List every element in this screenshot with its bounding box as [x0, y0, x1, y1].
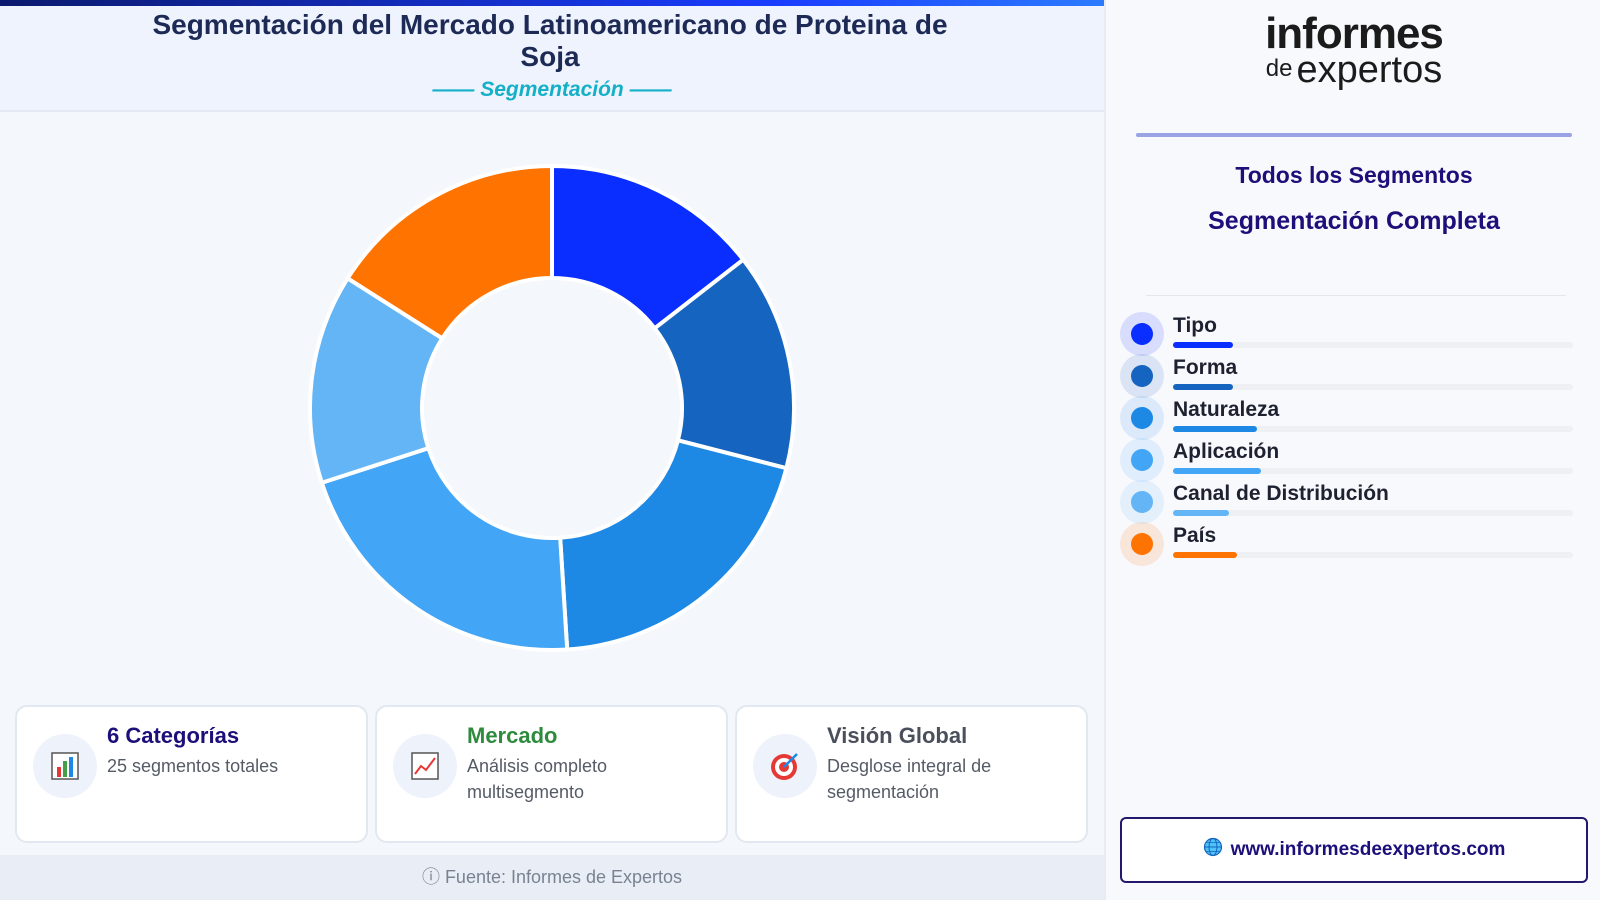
legend-item: País — [1120, 522, 1590, 566]
donut-slice-forma — [651, 256, 796, 471]
legend-halo — [1120, 438, 1164, 482]
legend-item: Naturaleza — [1120, 396, 1590, 440]
logo-line2-wrap: de expertos — [1106, 50, 1600, 89]
donut-slice-tipo — [550, 163, 747, 332]
legend-color-dot — [1131, 533, 1153, 555]
legend-halo — [1120, 312, 1164, 356]
page-title: Segmentación del Mercado Latinoamericano… — [152, 9, 948, 72]
website-link[interactable]: www.informesdeexpertos.com — [1120, 817, 1588, 883]
legend-halo — [1120, 354, 1164, 398]
card-title: Visión Global — [827, 723, 968, 748]
legend-color-dot — [1131, 365, 1153, 387]
legend-item: Forma — [1120, 354, 1590, 398]
divider-thin — [1146, 295, 1566, 296]
legend-bar-fill — [1173, 552, 1237, 558]
top-accent-bar — [0, 0, 1104, 6]
legend-bar-fill — [1173, 384, 1233, 390]
legend-bar-track — [1173, 426, 1573, 432]
legend-bar-fill — [1173, 342, 1233, 348]
legend-halo — [1120, 480, 1164, 524]
legend-halo — [1120, 522, 1164, 566]
legend-halo — [1120, 396, 1164, 440]
card-categories: 6 Categorías 25 segmentos totales — [15, 705, 368, 843]
legend-item: Tipo — [1120, 312, 1590, 356]
logo-de: de — [1265, 55, 1293, 82]
summary-cards: 6 Categorías 25 segmentos totales Mercad… — [15, 705, 1089, 843]
card-global-view: Visión Global Desglose integral de segme… — [735, 705, 1088, 843]
card-text: 25 segmentos totales — [107, 756, 279, 776]
legend-bar-track — [1173, 552, 1573, 558]
legend-color-dot — [1131, 323, 1153, 345]
card-title: 6 Categorías — [107, 723, 240, 748]
legend-bar-fill — [1173, 510, 1229, 516]
page-subtitle: —— Segmentación —— — [432, 78, 672, 101]
card-market: Mercado Análisis completo multisegmento — [375, 705, 728, 843]
legend-item: Canal de Distribución — [1120, 480, 1590, 524]
bar-chart-icon — [33, 734, 97, 798]
donut-chart-svg — [308, 163, 796, 652]
card-title: Mercado — [467, 723, 558, 748]
donut-slice-aplicación — [319, 445, 570, 652]
legend-bar-track — [1173, 342, 1573, 348]
legend-bar-fill — [1173, 426, 1257, 432]
legend-label: Naturaleza — [1173, 398, 1280, 421]
legend-color-dot — [1131, 407, 1153, 429]
logo-line2: expertos — [1296, 49, 1443, 91]
legend-bar-track — [1173, 510, 1573, 516]
divider — [1136, 133, 1572, 137]
legend-label: Aplicación — [1173, 440, 1280, 463]
donut-slice-país — [344, 163, 554, 342]
target-icon — [753, 734, 817, 798]
legend-label: País — [1173, 524, 1217, 547]
donut-slice-naturaleza — [558, 437, 789, 652]
legend-item: Aplicación — [1120, 438, 1590, 482]
website-url: www.informesdeexpertos.com — [1230, 839, 1506, 860]
trend-chart-icon — [393, 734, 457, 798]
main-panel: Segmentación del Mercado Latinoamericano… — [0, 0, 1104, 900]
sidebar: informes de expertos Todos los Segmentos … — [1104, 0, 1600, 900]
legend-color-dot — [1131, 491, 1153, 513]
donut-chart — [0, 120, 1104, 690]
legend-bar-track — [1173, 384, 1573, 390]
brand-logo: informes de expertos — [1106, 9, 1600, 90]
sidebar-heading: Todos los Segmentos — [1235, 162, 1473, 188]
legend-color-dot — [1131, 449, 1153, 471]
card-text: Desglose integral de segmentación — [827, 756, 992, 802]
legend-label: Canal de Distribución — [1173, 482, 1389, 505]
globe-icon — [1203, 837, 1223, 863]
logo-line1: informes — [1265, 9, 1444, 58]
header: Segmentación del Mercado Latinoamericano… — [0, 6, 1104, 112]
source-footer: ⓘ Fuente: Informes de Expertos — [0, 855, 1104, 900]
legend-bar-fill — [1173, 468, 1261, 474]
sidebar-subheading: Segmentación Completa — [1208, 207, 1500, 235]
card-text: Análisis completo multisegmento — [467, 756, 608, 802]
legend-label: Forma — [1173, 356, 1238, 379]
legend-label: Tipo — [1173, 314, 1217, 337]
legend-bar-track — [1173, 468, 1573, 474]
